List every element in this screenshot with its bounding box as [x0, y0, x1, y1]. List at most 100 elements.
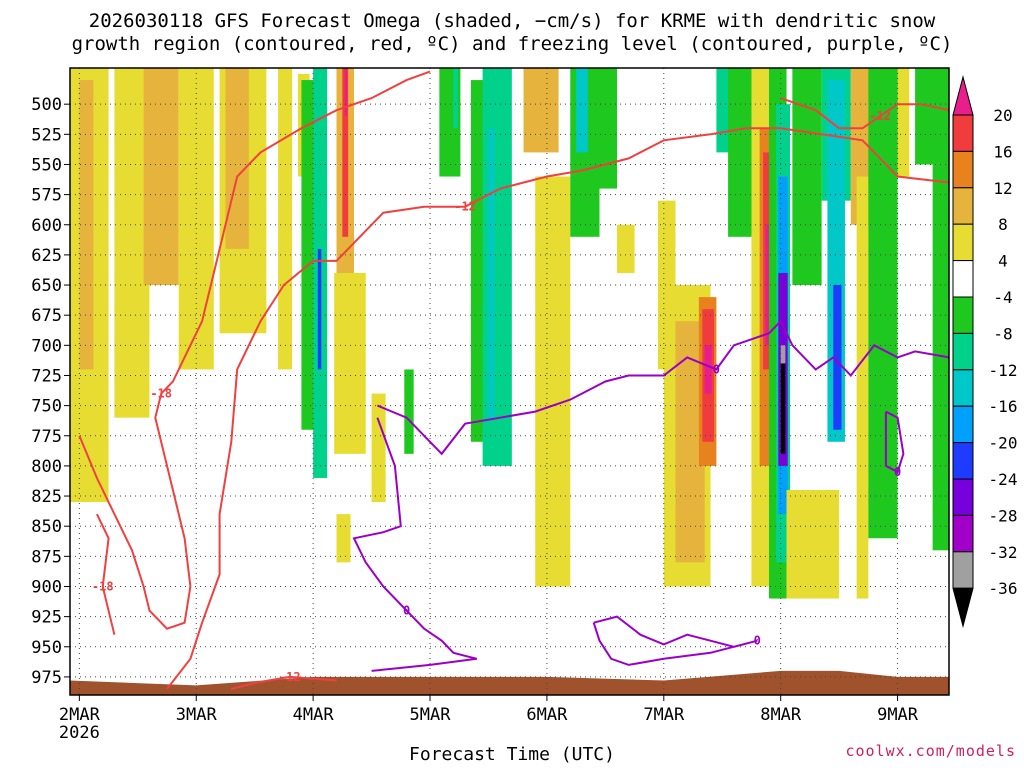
omega-region: [915, 68, 949, 165]
contour-line: [166, 127, 949, 690]
omega-region: [225, 68, 249, 249]
x-tick-label: 2MAR: [59, 705, 101, 725]
y-tick-label: 900: [31, 577, 62, 597]
omega-region: [786, 490, 840, 599]
contour-label: -18: [92, 579, 114, 593]
colorbar-label: -20: [989, 434, 1018, 453]
contour-line: [884, 410, 905, 474]
colorbar-bin: [952, 551, 974, 589]
chart-title-line-1: 2026030118 GFS Forecast Omega (shaded, −…: [88, 10, 936, 32]
y-tick-label: 975: [31, 668, 62, 688]
omega-region: [453, 68, 459, 129]
omega-region: [599, 68, 618, 189]
omega-region: [617, 224, 635, 273]
contour-line: [377, 319, 949, 456]
y-tick-label: 850: [31, 517, 62, 537]
dendritic-contours: -18 -18 -12 -12 -12: [78, 70, 949, 690]
contour-line: [780, 97, 949, 130]
x-tick-label: 5MAR: [410, 705, 452, 725]
colorbar-label: 16: [993, 142, 1012, 161]
contour-line: [231, 675, 337, 690]
omega-region: [932, 164, 949, 551]
colorbar-label: 20: [993, 106, 1012, 125]
colorbar-bin: [952, 442, 974, 480]
contour-label: 0: [754, 634, 761, 648]
y-tick-label: 575: [31, 186, 62, 206]
y-tick-label: 800: [31, 457, 62, 477]
omega-region: [344, 68, 348, 117]
colorbar-label: -16: [989, 397, 1018, 416]
y-tick-label: 550: [31, 155, 62, 175]
colorbar-label: -4: [993, 288, 1012, 307]
x-tick-label: 3MAR: [176, 705, 218, 725]
omega-shading: [70, 68, 949, 599]
colorbar-bin: [952, 478, 974, 516]
x-axis-title: Forecast Time (UTC): [409, 744, 615, 765]
colorbar: 20 16 12 8 4 -4 -8 -12 -16 -20 -24 -28 -32 -36: [952, 75, 1018, 629]
y-tick-label: 725: [31, 366, 62, 386]
contour-label: 0: [403, 604, 410, 618]
colorbar-bin: [952, 223, 974, 262]
contour-label: -12: [279, 670, 301, 684]
contour-label: -12: [869, 109, 891, 123]
credit-text: coolwx.com/models: [845, 742, 1016, 760]
colorbar-bin: [952, 260, 974, 298]
freezing-level-contours: 0 0 0 0: [352, 319, 949, 672]
colorbar-cap-bottom: [952, 587, 974, 629]
y-tick-label: 625: [31, 246, 62, 266]
colorbar-label: -36: [989, 579, 1018, 598]
x-axis: 2MAR 3MAR 4MAR 5MAR 6MAR 7MAR 8MAR 9MAR 2026: [59, 695, 919, 743]
terrain-layer: [70, 670, 949, 695]
omega-region: [317, 248, 322, 370]
y-tick-label: 775: [31, 427, 62, 447]
colorbar-bin: [952, 114, 974, 152]
omega-region: [780, 363, 786, 454]
omega-region: [833, 285, 842, 430]
omega-region: [143, 68, 179, 286]
y-tick-label: 700: [31, 336, 62, 356]
omega-region: [482, 68, 512, 466]
y-tick-label: 600: [31, 216, 62, 236]
colorbar-label: -24: [989, 470, 1018, 489]
colorbar-label: 4: [998, 252, 1008, 271]
colorbar-label: -12: [989, 361, 1018, 380]
colorbar-label: 12: [993, 179, 1012, 198]
omega-region: [535, 176, 571, 587]
omega-region: [404, 369, 414, 454]
omega-region: [334, 272, 366, 454]
y-tick-label: 925: [31, 608, 62, 628]
contour-label: -12: [454, 200, 476, 214]
omega-region: [336, 514, 351, 563]
y-tick-label: 525: [31, 125, 62, 145]
omega-region: [371, 393, 386, 503]
x-tick-label: 6MAR: [526, 705, 568, 725]
colorbar-bin: [952, 514, 974, 553]
colorbar-bin: [952, 296, 974, 334]
contour-line: [352, 417, 478, 672]
contour-label: 0: [713, 362, 720, 376]
x-tick-label: 9MAR: [877, 705, 919, 725]
y-tick-label: 825: [31, 487, 62, 507]
x-tick-label: 4MAR: [293, 705, 335, 725]
omega-region: [868, 68, 898, 539]
colorbar-bin: [952, 369, 974, 407]
colorbar-label: -28: [989, 506, 1018, 525]
colorbar-cap-top: [952, 75, 974, 116]
colorbar-bin: [952, 150, 974, 189]
colorbar-label: -32: [989, 543, 1018, 562]
y-tick-label: 675: [31, 306, 62, 326]
colorbar-bin: [952, 332, 974, 371]
y-axis: 500 525 550 575 600 625 650 675 700 725 750 775 800 8…: [31, 95, 70, 688]
plot-frame: [69, 67, 950, 696]
colorbar-label: 8: [998, 215, 1008, 234]
colorbar-bin: [952, 187, 974, 225]
chart-title-line-2: growth region (contoured, red, ºC) and f…: [71, 33, 953, 55]
y-tick-label: 950: [31, 638, 62, 658]
contour-label: -18: [150, 387, 172, 401]
terrain-surface: [70, 670, 949, 695]
omega-region: [523, 68, 559, 153]
y-tick-label: 875: [31, 547, 62, 567]
omega-region: [704, 345, 712, 394]
y-tick-label: 650: [31, 276, 62, 296]
